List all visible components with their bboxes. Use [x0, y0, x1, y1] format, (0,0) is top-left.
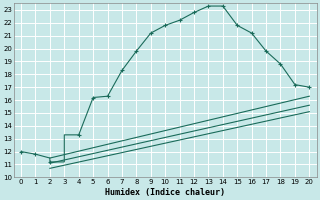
X-axis label: Humidex (Indice chaleur): Humidex (Indice chaleur): [105, 188, 225, 197]
